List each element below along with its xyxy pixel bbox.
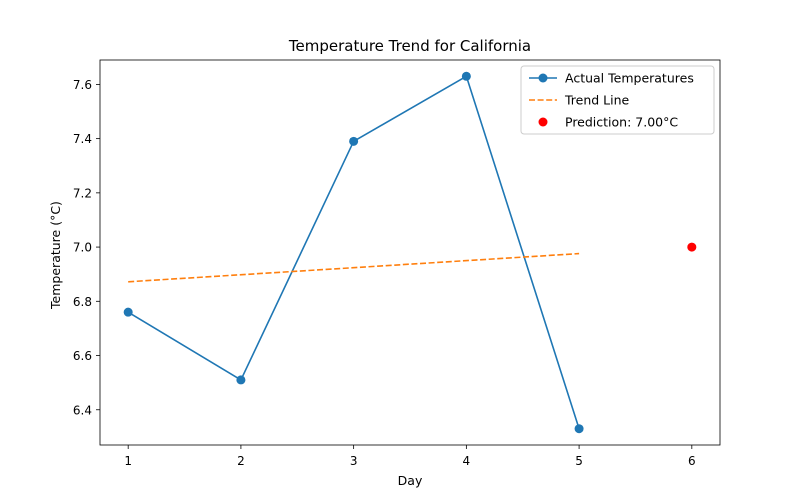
x-tick-label: 2 [237,454,245,468]
series-line-trend [128,252,580,283]
data-point-actual [236,375,246,385]
data-point-actual [349,136,359,146]
y-tick-label: 7.6 [73,78,92,92]
x-tick-label: 1 [124,454,132,468]
y-tick-label: 7.4 [73,132,92,146]
x-tick-label: 6 [688,454,696,468]
legend-marker-prediction [538,117,548,127]
legend-label: Trend Line [564,93,630,108]
x-tick-label: 3 [350,454,358,468]
y-tick-label: 6.4 [73,403,92,417]
chart-title: Temperature Trend for California [288,37,531,55]
data-point-actual [461,71,471,81]
y-tick-label: 6.6 [73,349,92,363]
data-point-actual [574,424,584,434]
legend-box [520,65,715,135]
x-tick-label: 5 [575,454,583,468]
legend: Actual Temperatures Trend Line Prediction:… [520,65,715,135]
legend-label: Actual Temperatures [565,71,694,86]
plot-area: 1 2 3 4 5 6 6.4 6.6 6.8 7.0 7.2 7.4 7.6 [73,59,721,468]
y-tick-label: 7.0 [73,241,92,255]
x-axis-label: Day [398,473,423,488]
data-point-prediction [687,242,697,252]
legend-marker-actual [538,73,548,83]
x-tick-label: 4 [463,454,471,468]
y-tick-label: 6.8 [73,295,92,309]
y-axis-label: Temperature (°C) [48,201,63,310]
legend-label: Prediction: 7.00°C [565,115,678,130]
axes-frame [99,59,721,446]
data-point-actual [123,307,133,317]
y-tick-label: 7.2 [73,186,92,200]
